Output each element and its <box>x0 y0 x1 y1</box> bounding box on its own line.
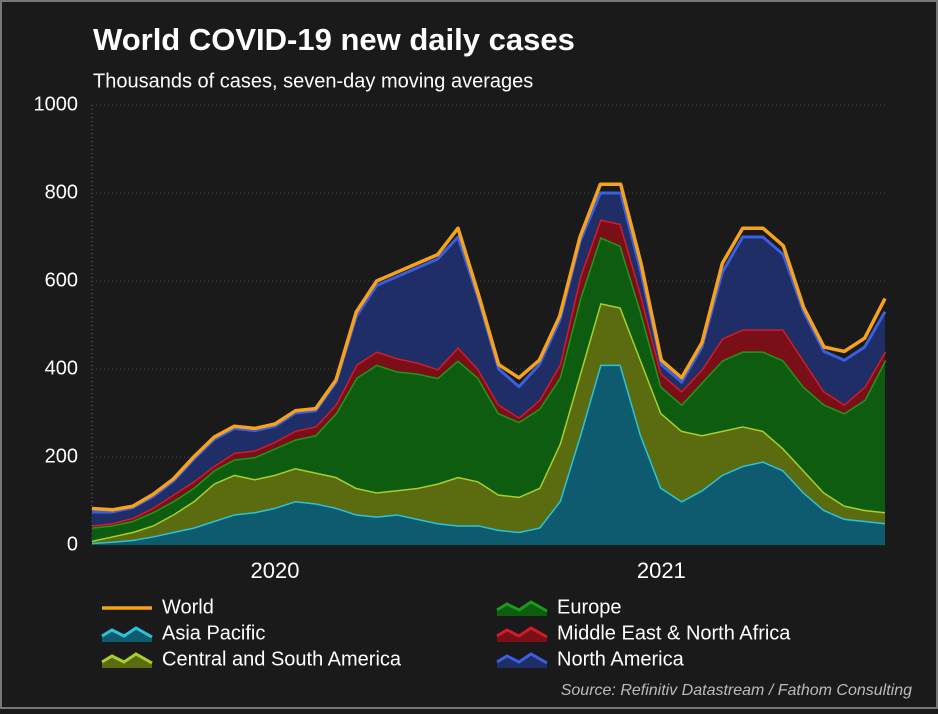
legend-swatch-edge <box>496 626 548 639</box>
legend-label: North America <box>557 648 685 670</box>
legend-swatch-edge <box>101 626 153 639</box>
legend-label: Europe <box>557 596 622 618</box>
chart-title: World COVID-19 new daily cases <box>93 22 575 57</box>
x-tick-label: 2020 <box>251 558 300 583</box>
y-tick-label: 0 <box>67 533 78 555</box>
legend-item: Europe <box>496 596 622 618</box>
legend-label: Middle East & North Africa <box>557 622 791 644</box>
chart-subtitle: Thousands of cases, seven-day moving ave… <box>93 70 533 92</box>
x-tick-label: 2021 <box>637 558 686 583</box>
legend-item: Middle East & North Africa <box>496 622 791 644</box>
legend-swatch-edge <box>496 600 548 613</box>
area <box>92 303 885 543</box>
y-tick-label: 600 <box>45 269 78 291</box>
line <box>91 182 887 512</box>
legend-item: North America <box>496 648 685 670</box>
area <box>92 237 885 541</box>
legend-label: World <box>162 596 214 618</box>
legend-label: Central and South America <box>162 648 402 670</box>
y-tick-label: 200 <box>45 445 78 467</box>
y-tick-label: 800 <box>45 181 78 203</box>
legend-item: Asia Pacific <box>101 622 265 644</box>
legend-swatch-edge <box>496 652 548 665</box>
area <box>92 193 885 526</box>
legend-item: World <box>102 596 214 618</box>
y-tick-label: 400 <box>45 357 78 379</box>
y-tick-label: 1000 <box>34 93 79 115</box>
legend-swatch-edge <box>101 652 153 665</box>
legend-label: Asia Pacific <box>162 622 265 644</box>
legend-item: Central and South America <box>101 648 402 670</box>
source: Source: Refinitiv Datastream / Fathom Co… <box>561 682 912 699</box>
